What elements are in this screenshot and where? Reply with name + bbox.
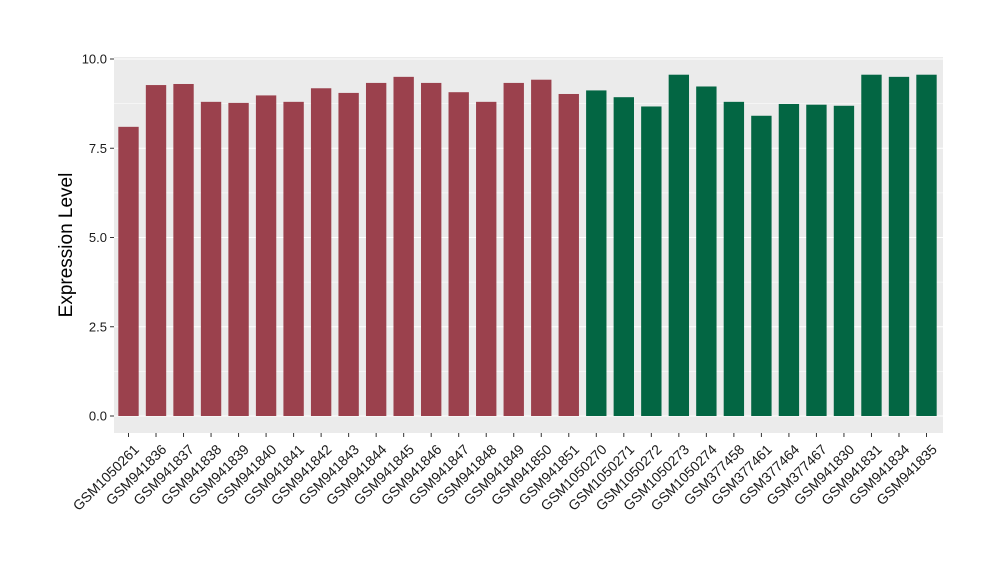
bar-GSM941839 [228, 102, 249, 416]
bar-GSM1050273 [668, 74, 690, 416]
bar-GSM941843 [338, 92, 359, 416]
bar-GSM377461 [751, 115, 772, 416]
bar-GSM941831 [861, 74, 882, 416]
bar-GSM1050270 [586, 90, 607, 416]
bar-GSM941836 [145, 85, 167, 416]
bar-GSM941841 [283, 101, 304, 416]
y-tick-label: 0.0 [89, 409, 107, 424]
y-tick-label: 10.0 [82, 52, 107, 67]
y-axis-title: Expression Level [56, 173, 77, 318]
bar-GSM941844 [365, 82, 387, 416]
x-axis: GSM1050261GSM941836GSM941837GSM941838GSM… [70, 433, 940, 514]
y-tick-label: 5.0 [89, 230, 107, 245]
bar-GSM941834 [888, 76, 910, 416]
y-tick-label: 7.5 [89, 141, 107, 156]
y-tick-label: 2.5 [89, 319, 107, 334]
bar-GSM941850 [531, 79, 552, 417]
bar-GSM377464 [778, 103, 800, 417]
bar-GSM941838 [200, 101, 222, 416]
grid-lines [114, 58, 943, 417]
bar-GSM377467 [806, 104, 827, 417]
bar-GSM941847 [448, 92, 469, 417]
bar-GSM941840 [255, 95, 277, 416]
bar-GSM941846 [421, 82, 442, 416]
bar-GSM941835 [916, 74, 937, 416]
bar-GSM941849 [503, 82, 524, 416]
plot-panel [114, 57, 943, 433]
bar-GSM1050261 [118, 126, 139, 416]
bar-GSM1050274 [696, 86, 717, 416]
bar-GSM941845 [393, 76, 414, 416]
bar-GSM941851 [558, 93, 579, 417]
bar-GSM941837 [173, 83, 194, 417]
bar-GSM941848 [476, 101, 497, 416]
bar-GSM941830 [833, 105, 855, 416]
y-axis: 0.0 2.5 5.0 7.5 10.0 [82, 52, 114, 424]
bar-GSM377458 [723, 101, 745, 416]
bar-GSM1050272 [641, 106, 662, 416]
bars [118, 74, 937, 417]
bar-GSM1050271 [613, 97, 634, 416]
bar-GSM941842 [310, 88, 332, 417]
